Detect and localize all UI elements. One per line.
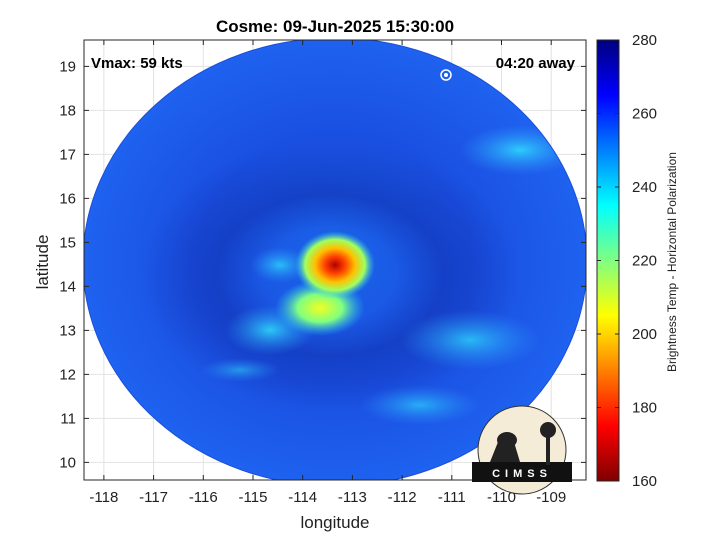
colorbar-tick-label: 240 [632,179,657,196]
y-tick-label: 12 [59,366,76,383]
x-tick-label: -112 [388,489,417,506]
map-title: Cosme: 09-Jun-2025 15:30:00 [216,17,454,36]
y-tick-label: 16 [59,190,76,207]
y-tick-label: 11 [60,410,76,427]
colorbar-tick-label: 200 [632,326,657,343]
x-tick-label: -118 [89,489,118,506]
x-tick-label: -114 [288,489,317,506]
y-tick-label: 13 [59,322,76,339]
y-tick-label: 18 [59,102,76,119]
y-tick-label: 15 [59,234,76,251]
colorbar-ticks [597,39,619,482]
y-axis-label: latitude [33,235,52,290]
colorbar-tick-label: 180 [632,400,657,417]
x-tick-label: -113 [338,489,367,506]
colorbar-tick-labels: 160 180 200 220 240 260 280 [632,32,657,490]
x-axis-label: longitude [300,513,369,532]
y-tick-label: 10 [59,454,76,471]
cloud-feature [250,247,310,283]
logo-text: CIMSS [492,468,552,480]
y-tick-label: 19 [59,58,76,75]
colorbar-label: Brightness Temp - Horizontal Polarizatio… [665,152,679,372]
vmax-annotation: Vmax: 59 kts [91,55,183,72]
x-tick-labels: -118 -117 -116 -115 -114 -113 -112 -111 -110 -109 [89,489,566,506]
storm-center-marker [440,69,452,81]
cloud-feature [200,358,280,382]
x-tick-label: -115 [239,489,268,506]
brightness-temperature-swath [84,40,586,480]
x-tick-label: -109 [536,489,566,506]
time-away-annotation: 04:20 away [496,55,576,72]
x-tick-label: -110 [487,489,516,506]
cimss-logo: CIMSS [472,405,572,495]
cloud-feature [400,310,540,370]
colorbar-tick-label: 280 [632,32,657,49]
y-tick-label: 14 [59,278,76,295]
colorbar-tick-label: 220 [632,253,657,270]
axes-box [83,39,587,481]
x-tick-label: -117 [139,489,168,506]
cloud-feature [360,385,480,425]
x-tick-label: -116 [189,489,218,506]
colorbar-tick-label: 260 [632,106,657,123]
colorbar-tick-label: 160 [632,473,657,490]
y-tick-labels: 10 11 12 13 14 15 16 17 18 19 [59,58,76,471]
y-tick-label: 17 [59,146,76,163]
x-tick-label: -111 [438,489,466,506]
storm-core [295,231,375,299]
